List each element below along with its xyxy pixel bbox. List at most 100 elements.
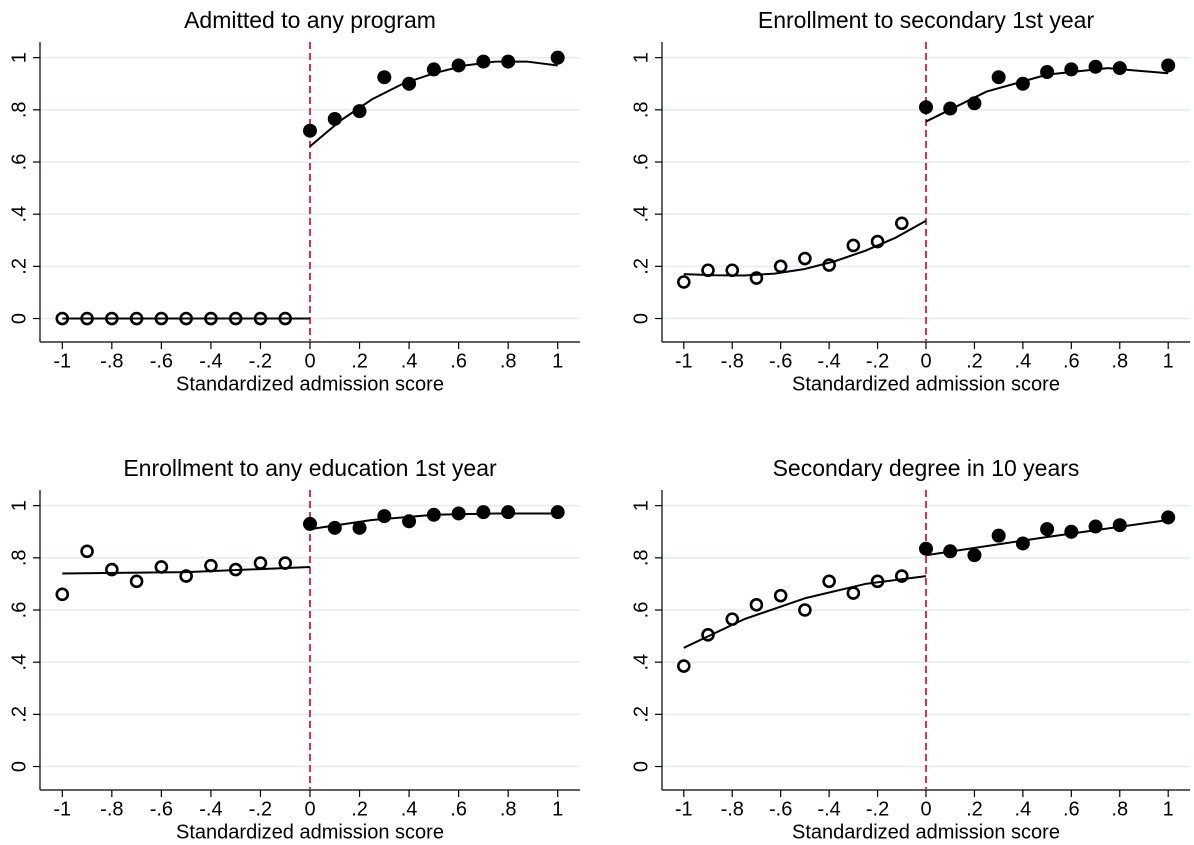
y-tick-label: .2 [8,706,30,723]
filled-marker [327,520,342,535]
open-marker [894,216,909,231]
panel-title: Enrollment to any education 1st year [123,455,497,481]
filled-marker [501,505,516,520]
open-marker [798,251,812,266]
y-tick-label: 0 [8,313,30,324]
x-tick-label: -.2 [249,350,272,372]
x-tick-label: -.4 [199,798,222,820]
x-tick-label: -1 [53,798,71,820]
y-tick-label: 0 [8,761,30,772]
filled-marker [1161,58,1176,73]
fit-line [683,575,927,649]
y-tick-label: .2 [8,258,30,275]
filled-marker [1064,62,1079,77]
x-tick-label: .4 [1015,798,1032,820]
y-tick-label: .8 [8,549,30,566]
x-tick-label: -.6 [150,350,173,372]
x-tick-label: 0 [920,350,931,372]
x-tick-label: 0 [920,798,931,820]
x-tick-label: .6 [1063,350,1080,372]
fit-line [309,512,558,531]
x-tick-label: -.8 [721,350,744,372]
open-marker [749,597,764,612]
filled-marker [327,111,342,126]
open-marker [676,659,691,673]
y-tick-label: .8 [8,101,30,118]
open-marker [846,238,861,253]
x-tick-label: .2 [351,350,368,372]
x-tick-label: -.6 [769,350,792,372]
y-tick-label: .6 [8,154,30,171]
x-tick-label: 1 [1163,798,1174,820]
fit-line [925,519,1169,557]
open-marker [846,586,861,600]
filled-marker [1088,59,1103,74]
x-tick-label: -.4 [817,798,840,820]
filled-marker [1161,510,1176,525]
y-tick-label: .8 [630,101,652,118]
x-tick-label: 1 [552,798,563,820]
x-tick-label: -.8 [100,350,123,372]
x-tick-label: .4 [401,350,418,372]
y-tick-label: .4 [8,206,30,223]
open-marker [204,558,218,573]
x-tick-label: 1 [552,350,563,372]
open-marker [179,569,193,583]
x-axis-label: Standardized admission score [792,821,1060,843]
y-tick-label: 1 [630,500,652,511]
panel-title: Admitted to any program [184,7,436,33]
y-tick-label: .6 [630,154,652,171]
x-tick-label: .2 [966,350,983,372]
y-tick-label: .4 [630,654,652,671]
y-tick-label: .6 [630,602,652,619]
y-tick-label: .6 [8,602,30,619]
x-tick-label: .4 [1015,350,1032,372]
x-tick-label: -.4 [199,350,222,372]
x-tick-label: -1 [53,350,71,372]
x-tick-label: -1 [675,798,693,820]
filled-marker [1040,522,1055,537]
fit-line [683,219,927,277]
filled-marker [919,541,933,556]
x-tick-label: .8 [1111,798,1128,820]
x-tick-label: -1 [675,350,693,372]
y-tick-label: 1 [8,52,30,63]
x-tick-label: 0 [304,350,315,372]
x-axis-label: Standardized admission score [176,373,444,395]
open-marker [822,574,836,589]
x-tick-label: -.8 [100,798,123,820]
x-tick-label: 1 [1163,350,1174,372]
x-tick-label: .8 [500,350,517,372]
fit-line [309,60,558,148]
filled-marker [377,70,392,85]
fit-line [62,565,311,575]
open-marker [725,263,740,278]
x-tick-label: -.8 [721,798,744,820]
open-marker [676,275,691,289]
open-marker [798,603,812,617]
filled-marker [991,70,1006,85]
y-tick-label: 0 [630,761,652,772]
panel-title: Enrollment to secondary 1st year [758,7,1095,33]
x-tick-label: .8 [500,798,517,820]
panel-title: Secondary degree in 10 years [773,455,1080,481]
filled-marker [550,50,565,65]
open-marker [253,556,268,570]
fit-line [925,67,1169,123]
x-tick-label: 0 [304,798,315,820]
x-tick-label: .8 [1111,350,1128,372]
filled-marker [967,548,982,563]
y-tick-label: 1 [630,52,652,63]
y-tick-label: .4 [8,654,30,671]
x-tick-label: -.6 [769,798,792,820]
x-tick-label: -.2 [866,350,889,372]
y-tick-label: 1 [8,500,30,511]
filled-marker [377,509,392,524]
x-tick-label: -.4 [817,350,840,372]
x-tick-label: -.2 [866,798,889,820]
x-tick-label: .6 [450,798,467,820]
x-tick-label: -.6 [150,798,173,820]
open-marker [129,574,144,589]
